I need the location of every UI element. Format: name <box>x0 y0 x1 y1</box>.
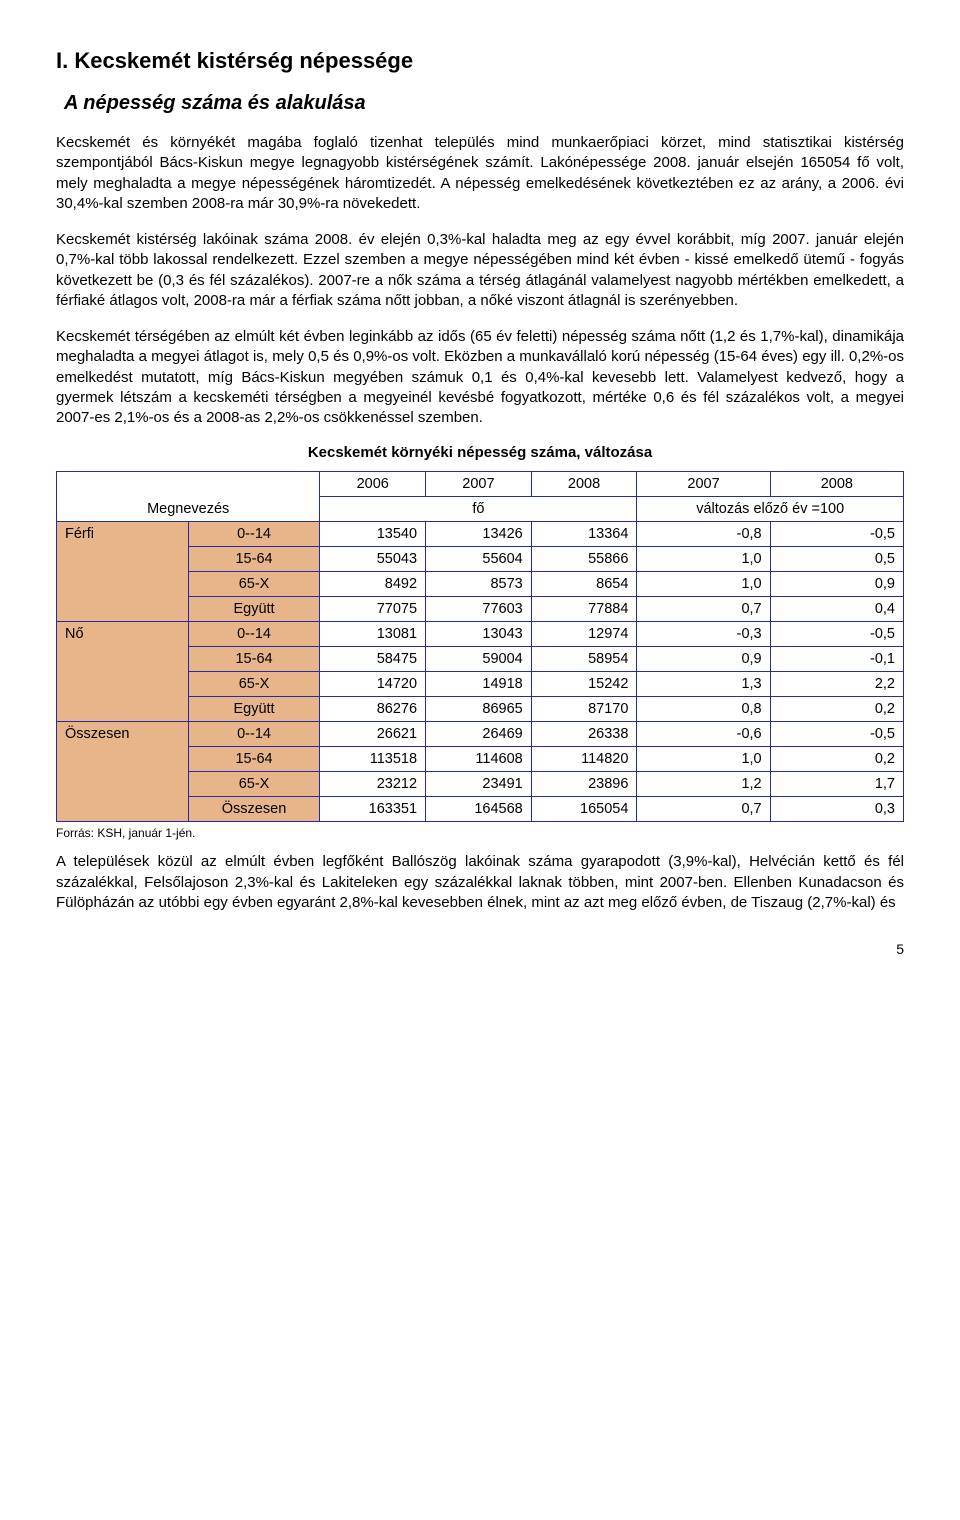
value-cell: 114608 <box>426 747 532 772</box>
value-cell: 1,0 <box>637 747 770 772</box>
age-label: Együtt <box>188 597 320 622</box>
section-heading: I. Kecskemét kistérség népessége <box>56 48 904 74</box>
value-cell: 1,2 <box>637 772 770 797</box>
table-body: Férfi0--14135401342613364-0,8-0,515-6455… <box>57 522 904 822</box>
value-cell: -0,6 <box>637 722 770 747</box>
value-cell: -0,1 <box>770 647 903 672</box>
value-cell: -0,3 <box>637 622 770 647</box>
value-cell: 14918 <box>426 672 532 697</box>
value-cell: 8573 <box>426 572 532 597</box>
col-2007-change: 2007 <box>637 472 770 497</box>
value-cell: 8492 <box>320 572 426 597</box>
value-cell: 23491 <box>426 772 532 797</box>
subsection-heading: A népesség száma és alakulása <box>64 92 904 115</box>
value-cell: 8654 <box>531 572 637 597</box>
value-cell: 58954 <box>531 647 637 672</box>
value-cell: 2,2 <box>770 672 903 697</box>
value-cell: 0,7 <box>637 597 770 622</box>
value-cell: 86965 <box>426 697 532 722</box>
value-cell: 55866 <box>531 547 637 572</box>
table-title: Kecskemét környéki népesség száma, válto… <box>56 444 904 461</box>
value-cell: 163351 <box>320 797 426 822</box>
col-fo: fő <box>320 497 637 522</box>
age-label: 15-64 <box>188 547 320 572</box>
col-2008-change: 2008 <box>770 472 903 497</box>
value-cell: 1,0 <box>637 572 770 597</box>
col-2008: 2008 <box>531 472 637 497</box>
value-cell: 13043 <box>426 622 532 647</box>
value-cell: 113518 <box>320 747 426 772</box>
group-label: Összesen <box>57 722 189 822</box>
value-cell: 0,5 <box>770 547 903 572</box>
value-cell: 0,3 <box>770 797 903 822</box>
value-cell: 0,4 <box>770 597 903 622</box>
age-label: 65-X <box>188 772 320 797</box>
age-label: 0--14 <box>188 622 320 647</box>
age-label: Együtt <box>188 697 320 722</box>
value-cell: 58475 <box>320 647 426 672</box>
value-cell: 0,9 <box>770 572 903 597</box>
value-cell: 23896 <box>531 772 637 797</box>
age-label: 15-64 <box>188 647 320 672</box>
value-cell: 77075 <box>320 597 426 622</box>
col-megnevezes: Megnevezés <box>57 472 320 522</box>
page-number: 5 <box>56 941 904 957</box>
value-cell: 26621 <box>320 722 426 747</box>
group-label: Férfi <box>57 522 189 622</box>
value-cell: 26338 <box>531 722 637 747</box>
value-cell: 1,3 <box>637 672 770 697</box>
value-cell: 15242 <box>531 672 637 697</box>
value-cell: 55604 <box>426 547 532 572</box>
value-cell: 12974 <box>531 622 637 647</box>
value-cell: 1,0 <box>637 547 770 572</box>
value-cell: 86276 <box>320 697 426 722</box>
age-label: 65-X <box>188 572 320 597</box>
age-label: 0--14 <box>188 522 320 547</box>
value-cell: 0,8 <box>637 697 770 722</box>
value-cell: 13364 <box>531 522 637 547</box>
value-cell: 77603 <box>426 597 532 622</box>
value-cell: 59004 <box>426 647 532 672</box>
value-cell: 0,9 <box>637 647 770 672</box>
table-row: Férfi0--14135401342613364-0,8-0,5 <box>57 522 904 547</box>
table-row: Nő0--14130811304312974-0,3-0,5 <box>57 622 904 647</box>
paragraph: Kecskemét kistérség lakóinak száma 2008.… <box>56 230 904 311</box>
table-row: Összesen0--14266212646926338-0,6-0,5 <box>57 722 904 747</box>
value-cell: 0,2 <box>770 747 903 772</box>
age-label: 15-64 <box>188 747 320 772</box>
paragraph: A települések közül az elmúlt évben legf… <box>56 852 904 913</box>
age-label: 0--14 <box>188 722 320 747</box>
value-cell: 165054 <box>531 797 637 822</box>
age-label: Összesen <box>188 797 320 822</box>
value-cell: 87170 <box>531 697 637 722</box>
paragraph: Kecskemét térségében az elmúlt két évben… <box>56 327 904 428</box>
value-cell: 0,2 <box>770 697 903 722</box>
value-cell: -0,8 <box>637 522 770 547</box>
value-cell: 13426 <box>426 522 532 547</box>
population-table: Megnevezés 2006 2007 2008 2007 2008 fő v… <box>56 471 904 822</box>
value-cell: 1,7 <box>770 772 903 797</box>
age-label: 65-X <box>188 672 320 697</box>
value-cell: -0,5 <box>770 722 903 747</box>
paragraph: Kecskemét és környékét magába foglaló ti… <box>56 133 904 214</box>
value-cell: 23212 <box>320 772 426 797</box>
value-cell: 13540 <box>320 522 426 547</box>
value-cell: 26469 <box>426 722 532 747</box>
value-cell: 77884 <box>531 597 637 622</box>
col-2007: 2007 <box>426 472 532 497</box>
value-cell: 114820 <box>531 747 637 772</box>
value-cell: 55043 <box>320 547 426 572</box>
value-cell: 13081 <box>320 622 426 647</box>
value-cell: 14720 <box>320 672 426 697</box>
table-footnote: Forrás: KSH, január 1-jén. <box>56 826 904 840</box>
value-cell: 0,7 <box>637 797 770 822</box>
value-cell: 164568 <box>426 797 532 822</box>
col-valtozas: változás előző év =100 <box>637 497 904 522</box>
col-2006: 2006 <box>320 472 426 497</box>
table-header-row: Megnevezés 2006 2007 2008 2007 2008 <box>57 472 904 497</box>
value-cell: -0,5 <box>770 522 903 547</box>
value-cell: -0,5 <box>770 622 903 647</box>
group-label: Nő <box>57 622 189 722</box>
